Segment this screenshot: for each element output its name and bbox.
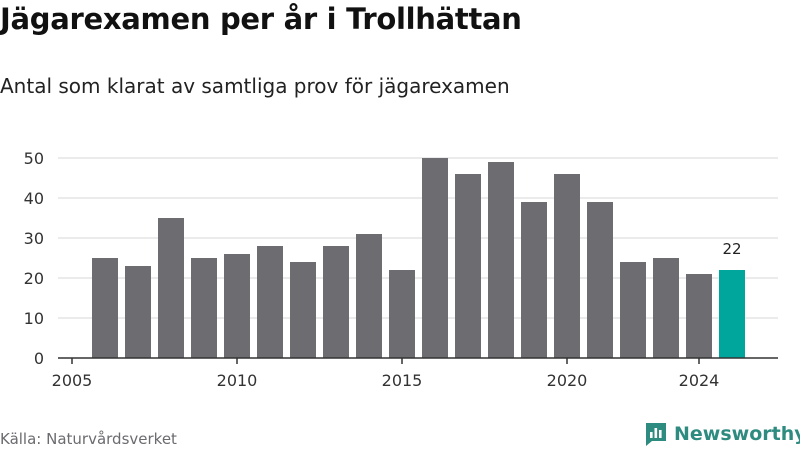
y-tick-label: 50 (24, 149, 44, 168)
bar (620, 262, 646, 358)
bar (653, 258, 679, 358)
newsworthy-logo-icon (646, 423, 666, 446)
x-tick-label: 2015 (382, 371, 423, 390)
y-tick-label: 20 (24, 269, 44, 288)
y-tick-label: 40 (24, 189, 44, 208)
x-tick-label: 2024 (679, 371, 720, 390)
bar (521, 202, 547, 358)
bar (257, 246, 283, 358)
data-label: 22 (722, 240, 741, 258)
x-tick-label: 2020 (547, 371, 588, 390)
bar (719, 270, 745, 358)
source-note: Källa: Naturvårdsverket (0, 430, 177, 448)
chart-subtitle: Antal som klarat av samtliga prov för jä… (0, 74, 510, 98)
brand-logo: Newsworthy (644, 420, 800, 448)
y-tick-label: 30 (24, 229, 44, 248)
bar (554, 174, 580, 358)
bar-chart: 0 10 20 30 40 50 22 2005 2010 2015 2020 2024 (24, 149, 778, 390)
x-tick-label: 2005 (52, 371, 93, 390)
bar (389, 270, 415, 358)
bar (686, 274, 712, 358)
bar (290, 262, 316, 358)
bar (587, 202, 613, 358)
bar (125, 266, 151, 358)
bar (92, 258, 118, 358)
bar (488, 162, 514, 358)
bar (158, 218, 184, 358)
x-tick-label: 2010 (217, 371, 258, 390)
bar (323, 246, 349, 358)
bar (356, 234, 382, 358)
bar (224, 254, 250, 358)
y-tick-label: 0 (34, 349, 44, 368)
bar (422, 158, 448, 358)
bar (191, 258, 217, 358)
chart-title: Jägarexamen per år i Trollhättan (0, 2, 522, 36)
y-tick-label: 10 (24, 309, 44, 328)
brand-name: Newsworthy (674, 423, 800, 445)
bar (455, 174, 481, 358)
